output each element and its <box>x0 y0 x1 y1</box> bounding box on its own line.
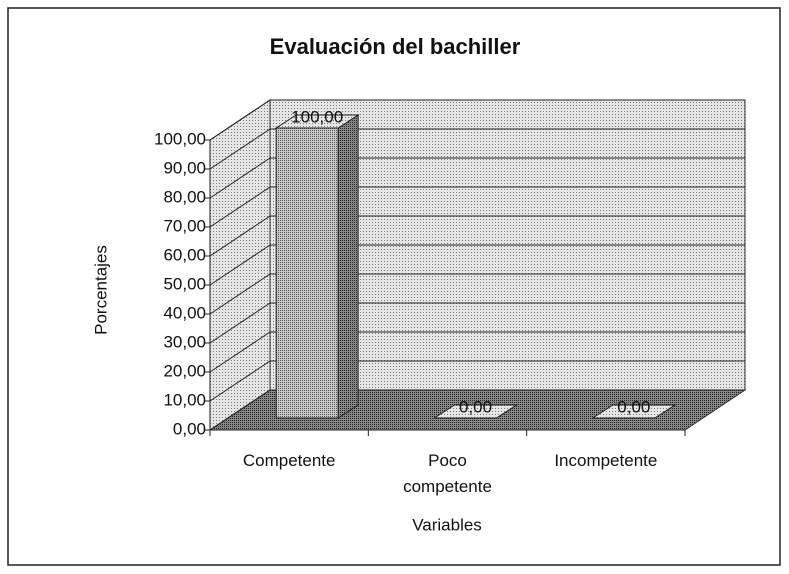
y-tick-label: 30,00 <box>163 332 206 351</box>
bar-top <box>432 404 519 419</box>
bar-top <box>591 404 677 419</box>
grid-line <box>209 215 745 257</box>
grid-line <box>209 99 745 141</box>
value-label: 0,00 <box>459 397 492 416</box>
x-tick-label: Competente <box>242 451 336 470</box>
bar <box>275 127 339 419</box>
grid-line <box>209 244 745 286</box>
grid-line <box>209 389 745 431</box>
grid-line <box>209 157 745 199</box>
y-tick-label: 80,00 <box>163 187 206 206</box>
y-tick-label: 100,00 <box>154 129 206 148</box>
bar-side <box>337 114 359 419</box>
x-axis-label: Variables <box>412 515 482 534</box>
y-tick-label: 50,00 <box>163 274 206 293</box>
y-axis-label: Porcentajes <box>91 245 110 335</box>
y-tick-label: 70,00 <box>163 216 206 235</box>
chart-title: Evaluación del bachiller <box>270 34 521 59</box>
x-tick-label: Poco competente <box>403 451 492 496</box>
y-tick-label: 90,00 <box>163 158 206 177</box>
grid-line <box>209 360 745 402</box>
grid-line <box>209 273 745 315</box>
y-tick-label: 40,00 <box>163 303 206 322</box>
y-tick-label: 0,00 <box>173 419 206 438</box>
grid-line <box>209 331 745 373</box>
y-tick-label: 10,00 <box>163 390 206 409</box>
y-tick-label: 20,00 <box>163 361 206 380</box>
x-tick-label: Incompetente <box>554 451 658 470</box>
grid-line <box>209 128 745 170</box>
value-label: 0,00 <box>617 397 650 416</box>
value-label: 100,00 <box>291 107 343 126</box>
grid-line <box>209 302 745 344</box>
y-tick-label: 60,00 <box>163 245 206 264</box>
grid-line <box>209 186 745 228</box>
